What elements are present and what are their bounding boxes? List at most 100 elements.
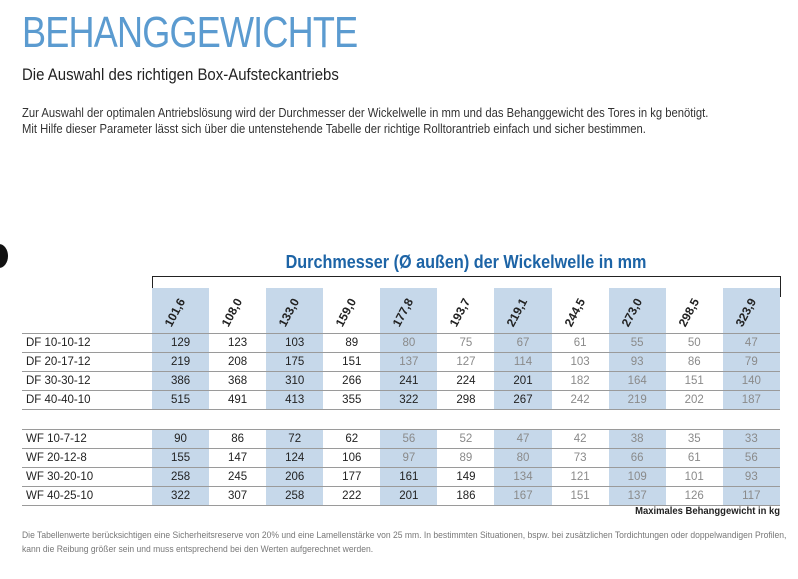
row-label: WF 20-12-8: [22, 448, 152, 468]
column-header: 159,0: [323, 288, 380, 334]
cell: 161: [380, 467, 438, 487]
cell: 56: [722, 448, 780, 468]
cell: 62: [323, 429, 381, 449]
cell: 208: [209, 352, 267, 372]
cell: 258: [152, 467, 210, 487]
cell: 89: [437, 448, 495, 468]
cell: 175: [266, 352, 324, 372]
bracket: [152, 276, 781, 297]
cell: 75: [437, 333, 495, 353]
spacer: [22, 410, 780, 430]
cell: 137: [608, 486, 666, 506]
column-label: 323,9: [732, 295, 759, 329]
cell: 245: [209, 467, 267, 487]
cell: 89: [323, 333, 381, 353]
cell: 47: [494, 429, 552, 449]
table-row: DF 30-30-12 386 368 310 266 241 224 201 182 164 15…: [22, 371, 780, 391]
table-row: WF 20-12-8 155 147 124 106 97 89 80 73 66 61 56: [22, 448, 780, 468]
cell: 368: [209, 371, 267, 391]
cell: 151: [665, 371, 723, 391]
cell: 73: [551, 448, 609, 468]
gap-row: [22, 410, 780, 430]
cell: 201: [494, 371, 552, 391]
cell: 151: [323, 352, 381, 372]
cell: 155: [152, 448, 210, 468]
cell: 258: [266, 486, 324, 506]
cell: 355: [323, 390, 381, 410]
row-group: WF 10-7-12 90 86 72 62 56 52 47 42 38 35 33 WF 20-12…: [22, 429, 780, 506]
cell: 224: [437, 371, 495, 391]
table-header: 101,6 108,0 133,0 159,0 177,8 193,7 219,1 244,5…: [22, 288, 780, 334]
unit-note: Maximales Behanggewicht in kg: [635, 505, 780, 517]
cell: 219: [608, 390, 666, 410]
cell: 80: [494, 448, 552, 468]
column-header: 298,5: [666, 288, 723, 334]
column-header: 101,6: [152, 288, 210, 334]
cell: 52: [437, 429, 495, 449]
row-label: DF 40-40-10: [22, 390, 152, 410]
intro-line: Zur Auswahl der optimalen Antriebslösung…: [22, 106, 709, 120]
cell: 147: [209, 448, 267, 468]
cell: 307: [209, 486, 267, 506]
cell: 79: [722, 352, 780, 372]
cell: 129: [152, 333, 210, 353]
cell: 201: [380, 486, 438, 506]
cell: 80: [380, 333, 438, 353]
cell: 134: [494, 467, 552, 487]
cell: 266: [323, 371, 381, 391]
cell: 61: [551, 333, 609, 353]
cell: 86: [209, 429, 267, 449]
cell: 177: [323, 467, 381, 487]
column-label: 193,7: [447, 295, 474, 329]
cell: 47: [722, 333, 780, 353]
column-label: 177,8: [389, 295, 417, 329]
column-header: 177,8: [380, 288, 438, 334]
row-label: DF 10-10-12: [22, 333, 152, 353]
table-row: WF 40-25-10 322 307 258 222 201 186 167 151 137 12…: [22, 486, 780, 506]
cell: 93: [722, 467, 780, 487]
cell: 109: [608, 467, 666, 487]
cell: 310: [266, 371, 324, 391]
cell: 38: [608, 429, 666, 449]
column-label: 101,6: [161, 295, 189, 329]
table-heading: Durchmesser (Ø außen) der Wickelwelle in…: [285, 252, 647, 272]
cell: 66: [608, 448, 666, 468]
cell: 103: [551, 352, 609, 372]
table-row: WF 10-7-12 90 86 72 62 56 52 47 42 38 35 33: [22, 429, 780, 449]
column-header: 219,1: [494, 288, 552, 334]
cell: 413: [266, 390, 324, 410]
row-label: DF 20-17-12: [22, 352, 152, 372]
row-label: WF 40-25-10: [22, 486, 152, 506]
cell: 182: [551, 371, 609, 391]
cell: 93: [608, 352, 666, 372]
cell: 151: [551, 486, 609, 506]
cell: 55: [608, 333, 666, 353]
footnote: kann die Reibung größer sein und muss en…: [22, 544, 374, 555]
cell: 61: [665, 448, 723, 468]
cell: 127: [437, 352, 495, 372]
table-row: WF 30-20-10 258 245 206 177 161 149 134 121 109 10…: [22, 467, 780, 487]
cell: 137: [380, 352, 438, 372]
footnote: Die Tabellenwerte berücksichtigen eine S…: [22, 530, 787, 541]
cell: 67: [494, 333, 552, 353]
cell: 56: [380, 429, 438, 449]
column-label: 273,0: [618, 295, 645, 329]
column-header: 108,0: [209, 288, 266, 334]
cell: 42: [551, 429, 609, 449]
column-header: 273,0: [608, 288, 666, 334]
cell: 267: [494, 390, 552, 410]
cell: 222: [323, 486, 381, 506]
cell: 117: [722, 486, 780, 506]
corner: [22, 288, 152, 334]
cell: 123: [209, 333, 267, 353]
column-label: 133,0: [275, 295, 303, 329]
cell: 242: [551, 390, 609, 410]
table-row: DF 20-17-12 219 208 175 151 137 127 114 103 93 86 7…: [22, 352, 780, 372]
column-label: 219,1: [504, 295, 531, 329]
cell: 515: [152, 390, 210, 410]
table-row: DF 40-40-10 515 491 413 355 322 298 267 242 219 20…: [22, 390, 780, 410]
cell: 86: [665, 352, 723, 372]
cell: 50: [665, 333, 723, 353]
cell: 126: [665, 486, 723, 506]
cell: 103: [266, 333, 324, 353]
